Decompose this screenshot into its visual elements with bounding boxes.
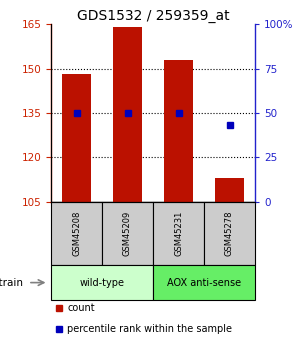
Text: wild-type: wild-type bbox=[80, 278, 124, 288]
Text: GSM45208: GSM45208 bbox=[72, 211, 81, 256]
Bar bbox=[102, 202, 153, 265]
Bar bbox=[62, 75, 91, 202]
Text: strain: strain bbox=[0, 278, 23, 288]
Title: GDS1532 / 259359_at: GDS1532 / 259359_at bbox=[77, 9, 229, 23]
Bar bbox=[51, 265, 153, 300]
Bar bbox=[153, 265, 255, 300]
Bar bbox=[51, 202, 102, 265]
Bar bbox=[164, 60, 193, 202]
Bar bbox=[215, 178, 244, 202]
Bar bbox=[204, 202, 255, 265]
Bar bbox=[113, 27, 142, 202]
Text: count: count bbox=[67, 303, 95, 313]
Bar bbox=[153, 202, 204, 265]
Text: AOX anti-sense: AOX anti-sense bbox=[167, 278, 241, 288]
Text: GSM45278: GSM45278 bbox=[225, 211, 234, 256]
Text: GSM45231: GSM45231 bbox=[174, 211, 183, 256]
Text: percentile rank within the sample: percentile rank within the sample bbox=[67, 324, 232, 334]
Text: GSM45209: GSM45209 bbox=[123, 211, 132, 256]
